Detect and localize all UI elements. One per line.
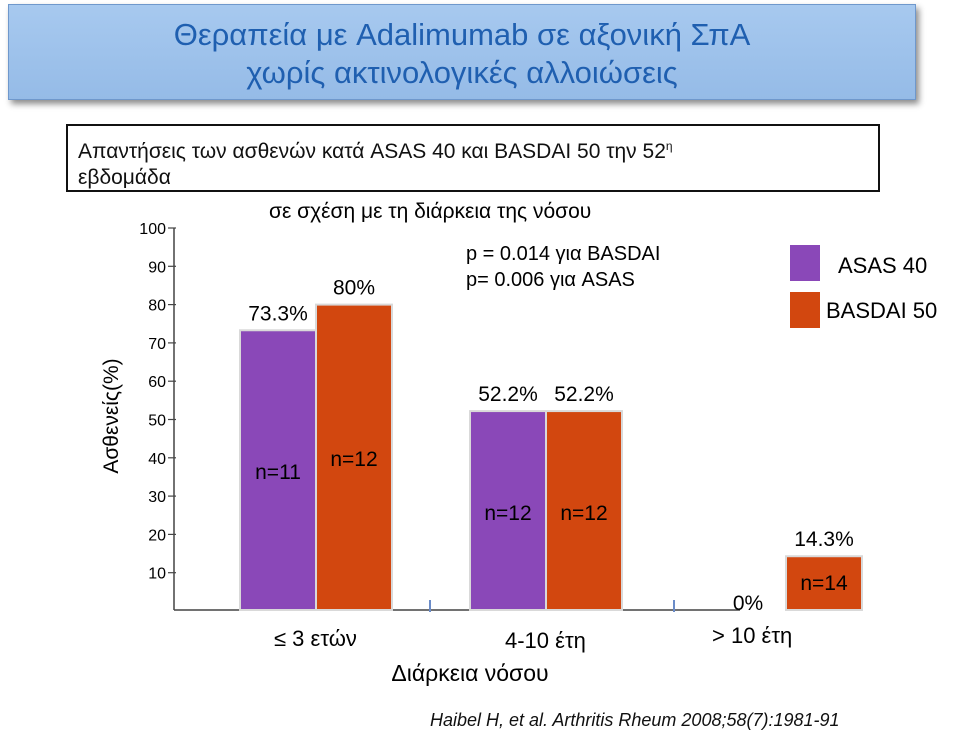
y-tick-label: 10 bbox=[148, 566, 166, 583]
bar bbox=[545, 410, 623, 611]
subtitle-box: Απαντήσεις των ασθενών κατά ASAS 40 και … bbox=[66, 124, 880, 192]
data-label: 52.2% bbox=[554, 383, 614, 406]
x-axis-label: Διάρκεια νόσου bbox=[391, 660, 548, 686]
legend-swatch-asas bbox=[790, 245, 820, 281]
category-label-1: ≤ 3 ετών bbox=[274, 626, 357, 651]
y-tick-label: 30 bbox=[148, 489, 166, 506]
y-tick-label: 50 bbox=[148, 413, 166, 430]
p-value-basdai: p = 0.014 για BASDAI bbox=[466, 243, 660, 265]
n-label: n=12 bbox=[484, 502, 531, 525]
y-tick-label: 80 bbox=[148, 298, 166, 315]
data-label: 80% bbox=[333, 277, 375, 300]
n-label: n=14 bbox=[800, 572, 848, 595]
y-tick-label: 60 bbox=[148, 374, 166, 391]
y-axis: 100 90 80 70 60 50 40 30 20 10 bbox=[139, 221, 176, 610]
legend-label-basdai: BASDAI 50 bbox=[826, 298, 937, 323]
y-tick-label: 90 bbox=[148, 259, 166, 276]
y-tick-label: 40 bbox=[148, 451, 166, 468]
title-line-1: Θεραπεία με Adalimumab σε αξονική ΣπΑ bbox=[173, 17, 751, 52]
data-label: 0% bbox=[733, 592, 763, 615]
n-label: n=11 bbox=[255, 461, 301, 484]
data-label: 52.2% bbox=[478, 383, 538, 406]
bar bbox=[239, 329, 317, 611]
y-tick-label: 20 bbox=[148, 527, 166, 544]
legend-label-asas: ASAS 40 bbox=[838, 253, 927, 278]
p-value-asas: p= 0.006 για ASAS bbox=[466, 269, 635, 291]
y-tick-label: 70 bbox=[148, 336, 166, 353]
subtitle-main: Απαντήσεις των ασθενών κατά ASAS 40 και … bbox=[78, 140, 666, 163]
data-label: 73.3% bbox=[248, 302, 308, 325]
legend-swatch-basdai bbox=[790, 292, 820, 328]
category-label-2: 4-10 έτη bbox=[505, 628, 586, 653]
bar bbox=[469, 410, 547, 611]
n-label: n=12 bbox=[330, 448, 377, 471]
title-banner: Θεραπεία με Adalimumab σε αξονική ΣπΑ χω… bbox=[8, 4, 916, 100]
subtitle-text: Απαντήσεις των ασθενών κατά ASAS 40 και … bbox=[78, 133, 798, 191]
data-label: 14.3% bbox=[794, 528, 854, 551]
n-label: n=12 bbox=[560, 502, 607, 525]
subtitle-superscript: η bbox=[665, 139, 673, 153]
y-tick-label: 100 bbox=[139, 221, 166, 238]
bars: 73.3% n=11 52.2% n=12 0% 80% n=12 52.2% n=12 14.3… bbox=[239, 277, 863, 615]
title-line-2: χωρίς ακτινολογικές αλλοιώσεις bbox=[246, 55, 678, 90]
category-label-3: > 10 έτη bbox=[712, 623, 792, 648]
subtitle-line-3: σε σχέση με τη διάρκεια της νόσου bbox=[269, 200, 591, 223]
y-axis-label: Ασθενείς(%) bbox=[100, 358, 123, 473]
subtitle-week: εβδομάδα bbox=[78, 166, 171, 189]
bar bbox=[785, 555, 863, 612]
bar bbox=[315, 303, 393, 611]
citation: Haibel H, et al. Arthritis Rheum 2008;58… bbox=[430, 710, 840, 730]
